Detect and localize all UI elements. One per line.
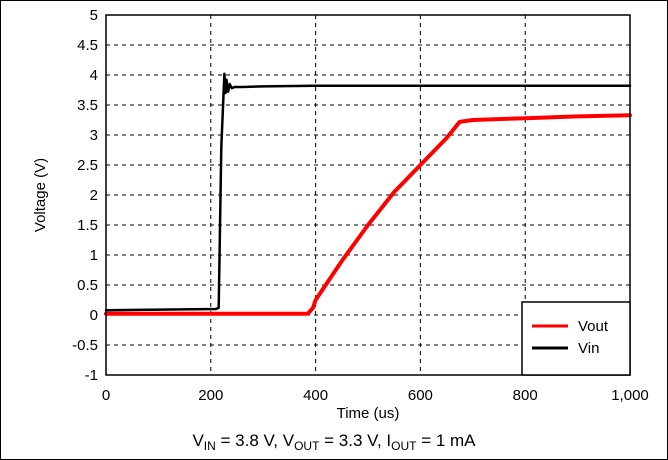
x-tick-label: 1,000	[611, 387, 649, 404]
caption-iout-value: = 1 mA	[416, 431, 476, 450]
y-tick-labels: 5 4.5 4 3.5 3 2.5 2 1.5 1 0.5 0 -0.5 -1	[72, 7, 98, 384]
x-tick-label: 0	[102, 387, 110, 404]
caption-vin-value: = 3.8 V, V	[215, 431, 295, 450]
x-tick-labels: 0 200 400 600 800 1,000	[102, 387, 649, 404]
caption-iout-subscript: OUT	[391, 439, 417, 453]
y-tick-label: 1	[90, 247, 98, 264]
legend-label-vin: Vin	[578, 340, 599, 357]
chart-caption: VIN = 3.8 V, VOUT = 3.3 V, IOUT = 1 mA	[192, 431, 476, 453]
plot-border	[105, 14, 631, 376]
y-tick-label: 0.5	[77, 277, 98, 294]
y-tick-label: 2.5	[77, 157, 98, 174]
y-tick-label: 1.5	[77, 217, 98, 234]
x-tick-label: 400	[303, 387, 328, 404]
y-tick-label: 3.5	[77, 97, 98, 114]
y-tick-label: 2	[90, 187, 98, 204]
caption-vin-subscript: IN	[203, 439, 216, 453]
x-tick-label: 800	[513, 387, 538, 404]
y-tick-label: 5	[90, 7, 98, 24]
x-axis-label: Time (us)	[337, 405, 400, 422]
y-tick-label: 4	[90, 67, 98, 84]
y-tick-label: 4.5	[77, 37, 98, 54]
legend: Vout Vin	[521, 301, 631, 376]
x-tick-label: 600	[408, 387, 433, 404]
caption-vout-value: = 3.3 V, I	[319, 431, 392, 450]
series-layer	[104, 72, 632, 316]
y-tick-label: 3	[90, 127, 98, 144]
y-axis-label: Voltage (V)	[32, 158, 49, 232]
caption-vout-subscript: OUT	[294, 439, 320, 453]
y-tick-label: -0.5	[72, 337, 98, 354]
legend-box	[521, 301, 631, 376]
series-line-vout	[104, 113, 632, 316]
legend-label-vout: Vout	[578, 318, 609, 335]
series-line-vin	[104, 72, 632, 312]
x-tick-label: 200	[198, 387, 223, 404]
y-tick-label: 0	[90, 307, 98, 324]
y-tick-label: -1	[85, 367, 98, 384]
